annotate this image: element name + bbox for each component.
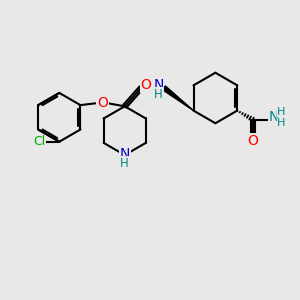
Text: N: N xyxy=(119,147,130,160)
Text: H: H xyxy=(277,118,285,128)
Text: H: H xyxy=(154,88,163,101)
Polygon shape xyxy=(163,86,194,111)
Text: H: H xyxy=(120,157,129,170)
Text: Cl: Cl xyxy=(33,135,46,148)
Text: H: H xyxy=(277,107,285,117)
Text: O: O xyxy=(97,96,108,110)
Text: O: O xyxy=(247,134,258,148)
Text: N: N xyxy=(153,78,164,92)
Text: N: N xyxy=(268,110,279,124)
Text: O: O xyxy=(141,78,152,92)
